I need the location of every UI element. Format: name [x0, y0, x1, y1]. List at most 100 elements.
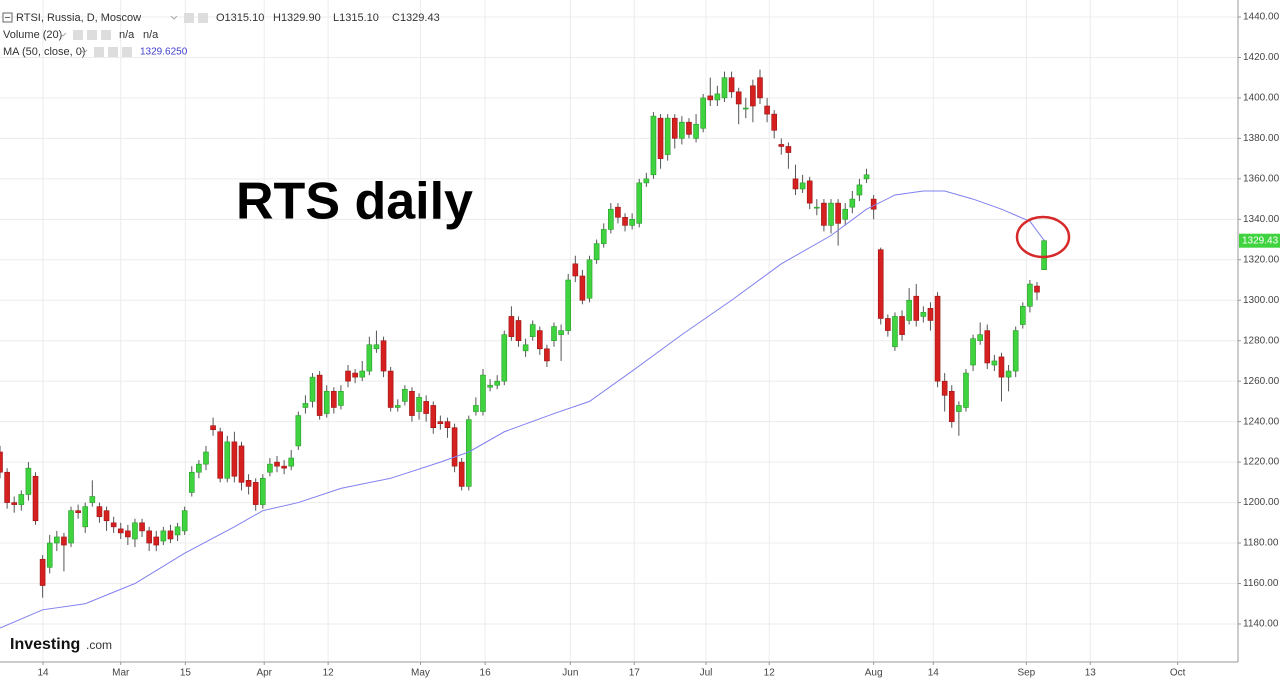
candle-body: [1019, 306, 1026, 325]
candle-body: [565, 279, 572, 331]
candle-body: [778, 144, 785, 147]
candle-body: [650, 115, 657, 176]
candle-body: [899, 316, 905, 335]
candle-body: [821, 202, 827, 226]
dropdown-arrow[interactable]: [170, 15, 178, 20]
y-tick-label: 1160.00: [1243, 578, 1279, 589]
candle-body: [679, 121, 685, 139]
logo-brand: Investing: [10, 636, 80, 653]
x-tick-label: Mar: [112, 668, 130, 679]
candle-body: [316, 374, 323, 416]
candle-body: [849, 198, 856, 208]
logo-suffix: .com: [86, 638, 112, 652]
candle-body: [89, 496, 96, 503]
candle-body: [501, 334, 508, 382]
candle-body: [906, 299, 912, 321]
y-tick-label: 1140.00: [1243, 619, 1279, 630]
candle-body: [217, 431, 223, 479]
candle-body: [295, 415, 302, 447]
candle-body: [494, 380, 500, 386]
candle-body: [345, 370, 351, 382]
candle-body: [167, 530, 174, 540]
candle-body: [1034, 285, 1040, 293]
candle-body: [664, 117, 671, 155]
annotation: RTS daily: [236, 173, 473, 231]
dropdown-arrow[interactable]: [59, 32, 67, 37]
close-icon[interactable]: [198, 13, 208, 23]
visibility-icon[interactable]: [94, 47, 104, 57]
candle-body: [188, 471, 195, 493]
candle-body: [558, 330, 564, 335]
candle-body: [963, 372, 969, 408]
candle-body: [771, 113, 777, 131]
candle-body: [927, 308, 934, 321]
candle-body: [742, 107, 749, 110]
candle-body: [828, 202, 834, 226]
settings-icon[interactable]: [87, 30, 97, 40]
low-value: L1315.10: [333, 12, 379, 24]
candle-body: [721, 77, 728, 99]
candle-body: [302, 403, 309, 408]
candle-body: [941, 380, 948, 396]
candle-body: [387, 370, 394, 408]
x-tick-label: Jul: [700, 668, 713, 679]
grid: [0, 0, 1238, 662]
candle-body: [153, 536, 160, 546]
candle-body: [885, 318, 891, 331]
collapse-icon[interactable]: [2, 12, 13, 23]
dropdown-arrow[interactable]: [80, 49, 88, 54]
y-tick-label: 1240.00: [1243, 416, 1280, 427]
candle-body: [629, 219, 635, 226]
candle-body: [636, 182, 643, 224]
candle-body: [537, 330, 543, 350]
candle-body: [82, 506, 89, 528]
candle-body: [622, 216, 628, 226]
axes: 1140.00 1160.00 1180.00 1200.00 1220.00 1240.…: [37, 12, 1280, 679]
candle-body: [508, 316, 515, 337]
candle-body: [1027, 283, 1033, 307]
candle-body: [615, 206, 621, 218]
candle-body: [54, 536, 60, 544]
candle-body: [394, 405, 401, 408]
volume-value: n/a: [119, 29, 135, 41]
candle-body: [643, 178, 650, 184]
candle-body: [991, 360, 998, 366]
candle-body: [998, 356, 1005, 378]
candle-body: [11, 502, 18, 505]
settings-icon[interactable]: [108, 47, 118, 57]
candle-body: [856, 184, 863, 196]
candle-body: [423, 401, 429, 414]
volume-value: n/a: [143, 29, 159, 41]
candle-body: [402, 388, 408, 402]
candle-body: [46, 542, 53, 568]
candle-body: [913, 295, 920, 321]
candle-body: [4, 471, 10, 503]
candle-body: [366, 344, 373, 372]
candle-body: [842, 208, 849, 220]
candle-body: [0, 451, 3, 473]
candle-body: [160, 530, 167, 542]
visibility-icon[interactable]: [73, 30, 83, 40]
x-tick-label: Aug: [865, 668, 883, 679]
y-tick-label: 1180.00: [1243, 538, 1279, 549]
close-icon[interactable]: [101, 30, 111, 40]
x-tick-label: Oct: [1170, 668, 1186, 679]
candle-body: [799, 182, 806, 190]
last-price-tag: [1239, 233, 1280, 248]
candle-body: [700, 97, 706, 129]
candle-body: [870, 198, 877, 210]
candle-body: [196, 463, 202, 473]
candle-body: [430, 405, 437, 429]
candle-body: [487, 384, 493, 388]
candle-body: [579, 275, 586, 301]
candle-body: [600, 229, 607, 244]
close-icon[interactable]: [122, 47, 132, 57]
candle-body: [288, 457, 295, 467]
candle-body: [352, 372, 358, 378]
y-tick-label: 1220.00: [1243, 457, 1280, 468]
x-tick-label: 17: [629, 668, 641, 679]
candle-body: [110, 522, 117, 528]
settings-icon[interactable]: [184, 13, 194, 23]
x-tick-label: 13: [1085, 668, 1097, 679]
